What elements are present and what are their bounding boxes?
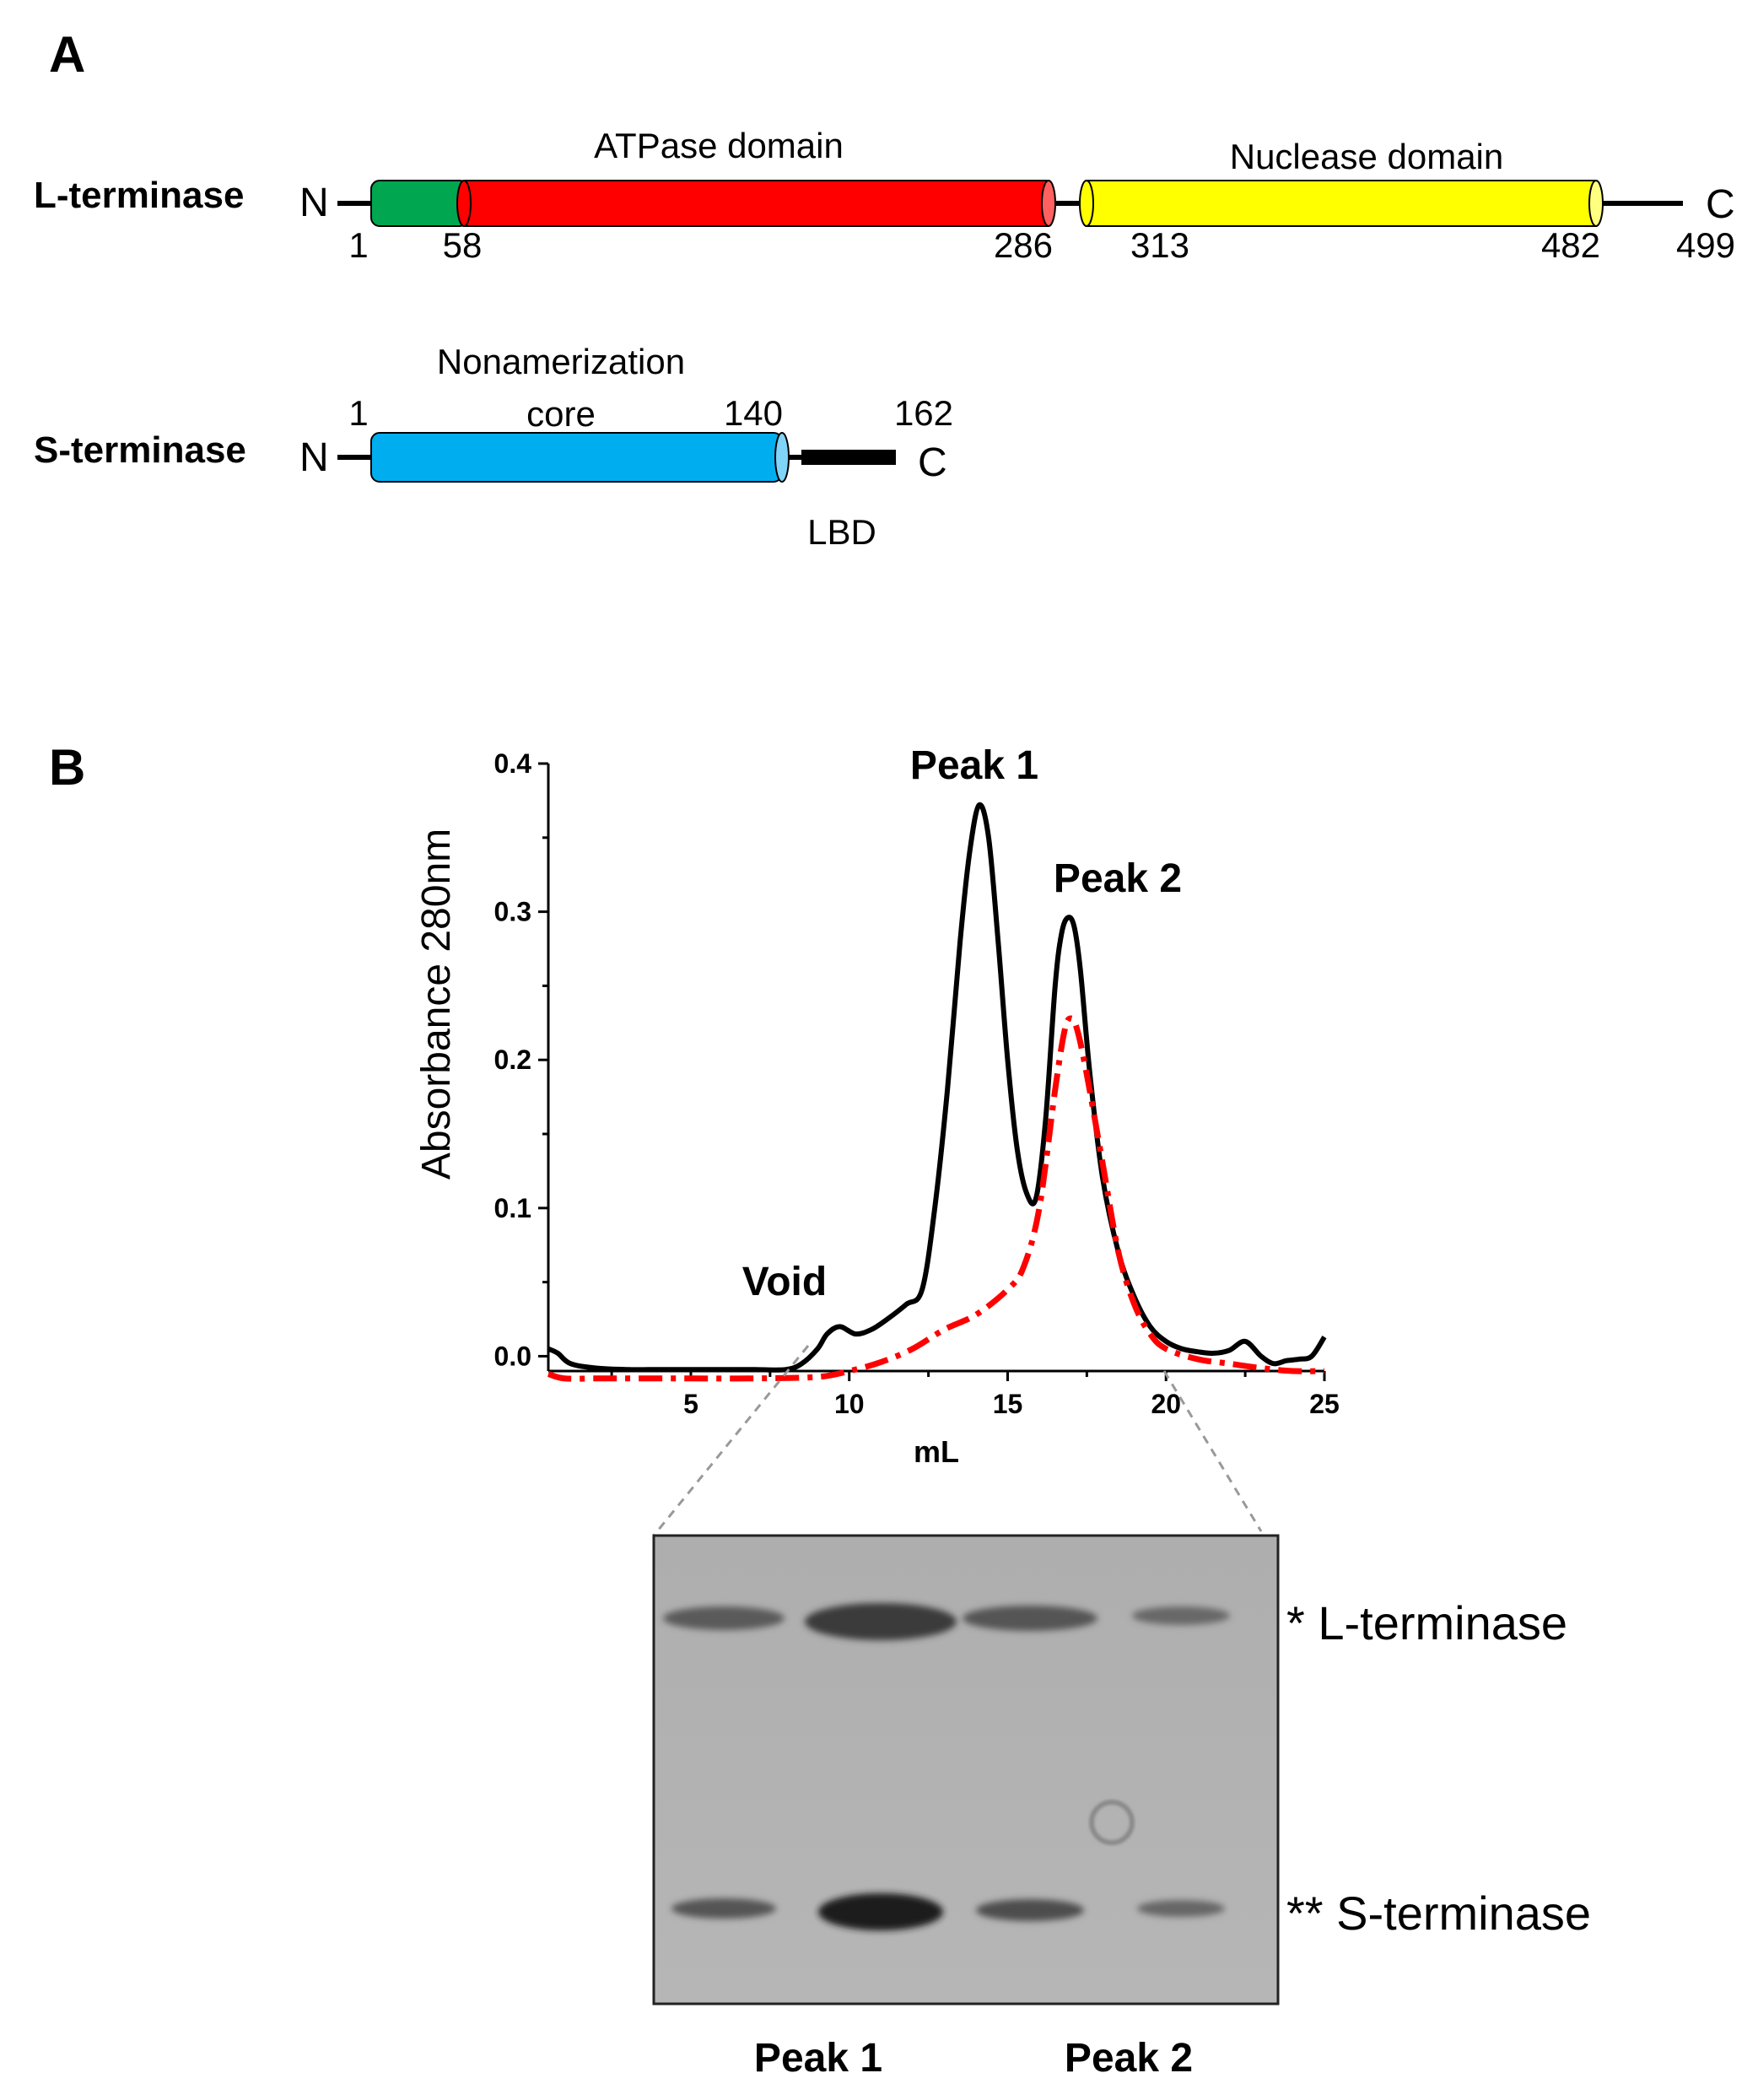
x-tick-label: 15 [993,1389,1023,1419]
l-terminase-c-label: C [1706,182,1735,227]
x-tick-label: 25 [1309,1389,1340,1419]
s-terminase-lbd [801,450,896,465]
series-0-line [547,802,1327,1373]
l-terminase-name: L-terminase [34,175,244,216]
atpase-domain-end [1041,180,1056,227]
gel-band-s-lane3 [976,1899,1084,1921]
l-pos-286: 286 [994,225,1053,265]
y-axis-title: Absorbance 280nm [414,829,459,1180]
atpase-domain-label: ATPase domain [594,126,844,165]
l-pos-313: 313 [1130,225,1189,265]
gel-band-s-lane1 [671,1898,776,1919]
y-tick-label: 0.1 [494,1193,531,1223]
series-1-line [547,1015,1325,1382]
peak2-annotation: Peak 2 [1054,856,1182,901]
chromatogram-chart: 0.0 0.1 0.2 0.3 0.4 5 10 15 20 25 Absorbance 280… [414,743,1340,1469]
x-tick-label: 10 [834,1389,865,1419]
y-ticks: 0.0 0.1 0.2 0.3 0.4 [494,748,548,1371]
zoom-line-left [652,1345,810,1536]
zoom-line-right [1162,1370,1263,1532]
s-terminase-c-label: C [918,440,947,485]
gel-lane-label-peak1: Peak 1 [754,2036,882,2081]
gel-lane-label-peak2: Peak 2 [1065,2036,1193,2081]
s-terminase-core-domain [370,432,783,483]
l-pos-499: 499 [1676,225,1735,265]
x-tick-label: 20 [1151,1389,1181,1419]
l-terminase-atpase-domain [463,180,1049,227]
l-pos-1: 1 [348,225,368,265]
y-tick-label: 0.0 [494,1341,531,1371]
gel-band-s-lane2 [818,1893,943,1930]
l-pos-482: 482 [1541,225,1600,265]
x-axis-title: mL [914,1434,959,1469]
lbd-label: LBD [807,512,876,552]
core-domain-end [774,432,790,483]
x-tick-label: 5 [683,1389,698,1419]
gel-artifact-ring [1089,1800,1135,1845]
nuclease-domain-cap [1079,180,1094,227]
gel-band-label-l: * L-terminase [1286,1596,1567,1649]
series-layer [547,802,1327,1382]
s-terminase-name: S-terminase [34,429,246,471]
y-tick-label: 0.3 [494,897,531,927]
gel-band-l-lane3 [963,1606,1097,1631]
sds-page-gel [652,1534,1280,2006]
atpase-domain-cap [456,180,472,227]
s-pos-162: 162 [894,393,953,433]
nonamerization-label: Nonamerization [437,342,685,381]
peak1-annotation: Peak 1 [910,743,1038,788]
l-terminase-n-label: N [299,181,329,225]
void-annotation: Void [742,1260,827,1304]
s-pos-1: 1 [348,393,368,433]
l-terminase-nterm-domain [370,180,469,227]
gel-band-l-lane2 [805,1603,957,1640]
y-tick-label: 0.4 [494,748,532,779]
gel-background [652,1534,1280,2006]
s-terminase-n-label: N [299,435,329,480]
s-pos-140: 140 [724,393,783,433]
panel-b-label: B [49,739,85,796]
l-terminase-nuclease-domain [1086,180,1597,227]
gel-band-s-lane4 [1137,1900,1225,1917]
nuclease-domain-label: Nuclease domain [1230,137,1504,176]
y-tick-label: 0.2 [494,1045,531,1075]
l-pos-58: 58 [443,225,483,265]
gel-band-label-s: ** S-terminase [1286,1887,1591,1940]
gel-band-l-lane1 [663,1606,785,1630]
nuclease-domain-end [1588,180,1604,227]
x-ticks: 5 10 15 20 25 [610,1371,1340,1419]
core-label: core [526,394,596,434]
panel-a-label: A [49,26,85,83]
gel-band-l-lane4 [1132,1606,1230,1625]
